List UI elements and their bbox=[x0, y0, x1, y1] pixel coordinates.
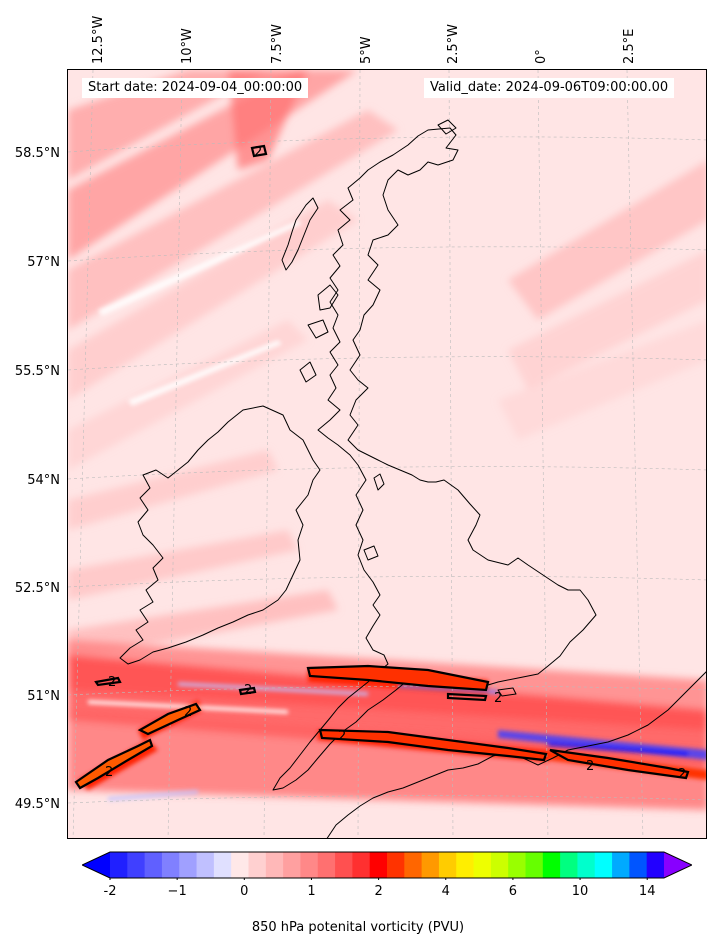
colorbar-svg bbox=[80, 851, 694, 882]
colorbar-segment bbox=[161, 852, 180, 878]
lon-label-7-5w: 7.5°W bbox=[270, 23, 285, 64]
coast-orkney bbox=[437, 119, 457, 135]
colorbar-segment bbox=[456, 852, 475, 878]
colorbar-segment bbox=[542, 852, 561, 878]
contour-label-9: 2 bbox=[678, 767, 686, 782]
pv-contours bbox=[74, 144, 690, 790]
lat-label-52-5n: 52.5°N bbox=[14, 581, 60, 596]
lon-label-2-5w: 2.5°W bbox=[446, 23, 461, 64]
coast-isle-of-man bbox=[373, 473, 385, 491]
contour-label-4: 2 bbox=[184, 705, 192, 720]
coast-islay bbox=[299, 361, 317, 383]
colorbar-segment bbox=[352, 852, 371, 878]
colorbar-segment bbox=[473, 852, 492, 878]
colorbar-segment bbox=[196, 852, 215, 878]
colorbar-segment bbox=[369, 852, 388, 878]
contour-ireland-south bbox=[94, 676, 122, 687]
colorbar-segment bbox=[317, 852, 336, 878]
contour-east-channel bbox=[549, 748, 690, 780]
colorbar-segment bbox=[577, 852, 596, 878]
colorbar-segment bbox=[265, 852, 284, 878]
contour-label-3: 2 bbox=[244, 683, 252, 698]
colorbar-segment bbox=[525, 852, 544, 878]
graticule bbox=[68, 70, 706, 838]
coast-skye bbox=[317, 284, 339, 311]
colorbar-segment bbox=[283, 852, 301, 878]
contour-small-1 bbox=[238, 686, 257, 696]
lat-label-58-5n: 58.5°N bbox=[14, 146, 60, 161]
colorbar-segment bbox=[110, 852, 128, 878]
colorbar-segment bbox=[508, 852, 526, 878]
coast-isle-of-wight bbox=[497, 687, 517, 697]
lat-label-49-5n: 49.5°N bbox=[14, 797, 60, 812]
contour-channel bbox=[318, 728, 548, 762]
contour-label-1: 2 bbox=[254, 145, 262, 160]
colorbar-segment bbox=[629, 852, 648, 878]
colorbar-segment bbox=[248, 852, 267, 878]
lon-label-2-5e: 2.5°E bbox=[622, 28, 637, 64]
contour-scotland-nw bbox=[250, 144, 268, 158]
colorbar-segment bbox=[300, 852, 319, 878]
colorbar-extend-low bbox=[82, 852, 110, 878]
coast-outer-hebrides bbox=[281, 197, 319, 271]
colorbar-segment bbox=[646, 852, 665, 878]
colorbar-segment bbox=[127, 852, 146, 878]
pv-northwest-bands bbox=[68, 70, 398, 470]
colorbar-tick-label: -2 bbox=[103, 884, 117, 899]
lat-label-54n: 54°N bbox=[27, 473, 60, 488]
contour-west bbox=[137, 702, 202, 736]
colorbar-segment bbox=[404, 852, 423, 878]
coast-anglesey bbox=[363, 545, 379, 561]
pv-west-bands bbox=[68, 450, 338, 660]
pv-negative-streaks bbox=[108, 682, 706, 801]
colorbar-segment bbox=[421, 852, 440, 878]
colorbar-segment bbox=[144, 852, 163, 878]
colorbar-segment bbox=[490, 852, 509, 878]
colorbar-segment bbox=[438, 852, 457, 878]
colorbar-segment bbox=[560, 852, 578, 878]
coast-mull bbox=[307, 319, 329, 339]
lat-label-57n: 57°N bbox=[27, 255, 60, 270]
colorbar-tick-label: 1 bbox=[307, 884, 316, 899]
lat-label-51n: 51°N bbox=[27, 689, 60, 704]
contour-small-2 bbox=[446, 692, 488, 702]
colorbar-extend-high bbox=[664, 852, 692, 878]
colorbar-segment bbox=[335, 852, 353, 878]
colorbar-tick-label: −1 bbox=[167, 884, 187, 899]
start-date-label: Start date: 2024-09-04_00:00:00 bbox=[82, 78, 309, 98]
colorbar-label: 850 hPa potenital vorticity (PVU) bbox=[251, 920, 465, 935]
colorbar-segment bbox=[594, 852, 613, 878]
colorbar bbox=[80, 846, 694, 882]
colorbar-tick-label: 10 bbox=[571, 884, 589, 899]
coast-ireland bbox=[119, 405, 321, 665]
lon-label-10w: 10°W bbox=[180, 28, 195, 64]
lat-label-55-5n: 55.5°N bbox=[14, 364, 60, 379]
map-panel: 2 2 2 2 2 2 2 2 2 bbox=[67, 69, 707, 839]
colorbar-tick-label: 4 bbox=[441, 884, 450, 899]
contour-southwest bbox=[74, 738, 154, 790]
coast-france bbox=[326, 671, 706, 838]
contour-celtic-sea bbox=[306, 664, 490, 692]
pv-northeast-bands bbox=[498, 161, 706, 440]
contour-label-6: 2 bbox=[338, 729, 346, 744]
colorbar-segment bbox=[231, 852, 249, 878]
contour-label-7: 2 bbox=[494, 691, 502, 706]
colorbar-tick-label: 0 bbox=[240, 884, 249, 899]
colorbar-tick-label: 14 bbox=[638, 884, 656, 899]
contour-label-5: 2 bbox=[105, 765, 113, 780]
colorbar-tick-label: 6 bbox=[508, 884, 518, 899]
colorbar-segment bbox=[213, 852, 232, 878]
colorbar-segment bbox=[179, 852, 198, 878]
lon-label-5w: 5°W bbox=[359, 36, 374, 64]
lon-label-12-5w: 12.5°W bbox=[91, 15, 106, 64]
colorbar-segment bbox=[612, 852, 630, 878]
lon-label-0: 0° bbox=[534, 49, 549, 64]
contour-label-2: 2 bbox=[108, 675, 116, 690]
valid-date-label: Valid_date: 2024-09-06T09:00:00.00 bbox=[424, 78, 675, 98]
pv-field-map: 2 2 2 2 2 2 2 2 2 bbox=[68, 70, 706, 838]
contour-label-8: 2 bbox=[586, 759, 594, 774]
colorbar-tick-label: 2 bbox=[374, 884, 383, 899]
colorbar-segment bbox=[387, 852, 405, 878]
